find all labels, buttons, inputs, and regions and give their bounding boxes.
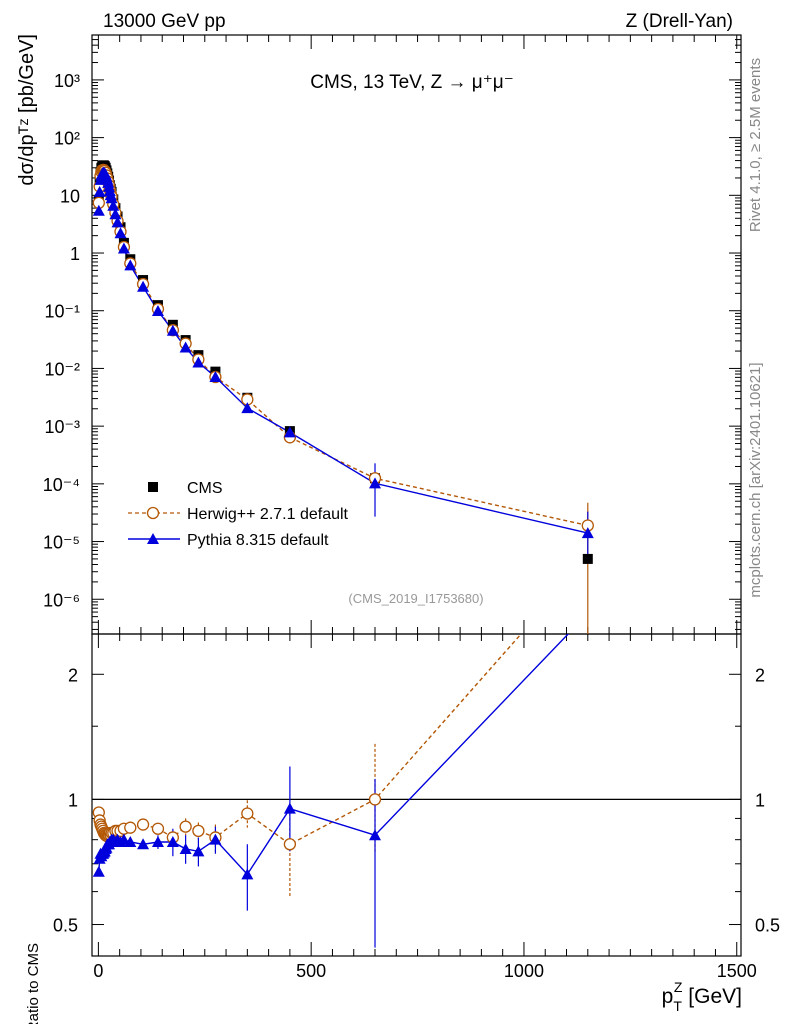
herwig-ratio-line (98, 634, 522, 846)
pythia-line (98, 172, 588, 534)
pythia-data-point (92, 204, 105, 216)
legend-marker-herwig (146, 506, 160, 520)
pythia-ratio-point (179, 842, 192, 854)
main-plot-title: CMS, 13 TeV, Z → μ⁺μ⁻ (310, 72, 514, 93)
pythia-data-point (109, 208, 122, 220)
pythia-ratio-point (283, 802, 296, 814)
pythia-data-point (179, 341, 192, 353)
herwig-ratio-point (368, 793, 382, 806)
y-tick-label: 10⁻² (44, 359, 80, 379)
pythia-ratio-point (137, 838, 150, 850)
herwig-ratio-point (283, 838, 297, 851)
main-axes: 10⁻⁶ 10⁻⁵ 10⁻⁴ 10⁻³ 10⁻² 10⁻¹ 1 10 10² 10³ (43, 34, 741, 634)
pythia-data-point (137, 280, 150, 292)
pythia-ratio-point (166, 835, 179, 847)
y-tick-label: 10⁻³ (44, 417, 80, 437)
legend-label-pythia: Pythia 8.315 default (187, 532, 329, 549)
y-tick-label: 10⁻⁵ (43, 533, 80, 553)
pythia-data-point (111, 216, 124, 228)
ratio-y-tick-label-right: 2 (755, 665, 765, 685)
pythia-data-point (581, 527, 594, 539)
pythia-ratio-point (241, 868, 254, 880)
legend-label-herwig: Herwig++ 2.7.1 default (187, 506, 349, 523)
pythia-data-point (283, 426, 296, 438)
ratio-data-layer (92, 634, 570, 948)
pythia-data-point (209, 371, 222, 383)
legend-marker-pythia (147, 533, 159, 544)
legend-label-cms: CMS (187, 480, 223, 497)
herwig-ratio-point (151, 822, 165, 835)
pythia-data-point (151, 304, 164, 316)
legend-marker-cms (148, 482, 158, 492)
mcplots-label: mcplots.cern.ch [arXiv:2401.10621] (747, 362, 764, 597)
legend: CMS Herwig++ 2.7.1 default Pythia 8.315 … (128, 480, 349, 549)
ratio-y-tick-label-right: 0.5 (755, 916, 780, 936)
ratio-y-tick-label: 1 (68, 790, 78, 810)
pythia-ratio-point (124, 835, 137, 847)
ratio-y-tick-label-right: 1 (755, 790, 765, 810)
ratio-y-tick-label: 2 (68, 665, 78, 685)
x-axis-label: pTZ [GeV] (662, 979, 742, 1014)
ratio-y-axis-label: Ratio to CMS (25, 943, 42, 1024)
pythia-ratio-point (151, 835, 164, 847)
pythia-ratio-point (192, 845, 205, 857)
herwig-line (98, 169, 588, 527)
pythia-data-point (117, 242, 130, 254)
y-tick-label: 10³ (54, 71, 80, 91)
pythia-data-point (192, 356, 205, 368)
y-axis-label: dσ/dpᵀᶻ [pb/GeV] (16, 34, 38, 186)
pythia-data-point (166, 324, 179, 336)
pythia-data-point (107, 199, 120, 211)
pythia-data-point (369, 477, 382, 489)
x-tick-label: 1000 (504, 961, 544, 981)
header-left-label: 13000 GeV pp (103, 11, 226, 32)
y-tick-label: 1 (70, 244, 80, 264)
ratio-panel-frame (91, 633, 742, 957)
ratio-y-tick-label: 0.5 (53, 916, 78, 936)
herwig-ratio-point (124, 821, 137, 834)
y-tick-label: 10⁻¹ (44, 302, 80, 322)
herwig-ratio-point (192, 824, 205, 838)
x-tick-label: 0 (93, 961, 103, 981)
pythia-ratio-point (369, 829, 382, 841)
herwig-ratio-point (241, 807, 254, 820)
y-tick-label: 10⁻⁶ (43, 590, 80, 610)
analysis-id-label: (CMS_2019_I1753680) (348, 591, 483, 606)
y-tick-label: 10² (54, 129, 80, 149)
pythia-data-point (114, 227, 127, 239)
pythia-data-point (124, 259, 137, 271)
pythia-ratio-point (209, 833, 222, 845)
ratio-axes: 0 500 1000 1500 0.5 0.5 1 1 2 2 (53, 634, 780, 981)
header-right-label: Z (Drell-Yan) (626, 11, 733, 32)
herwig-ratio-point (136, 818, 150, 831)
pythia-ratio-point (92, 865, 105, 877)
pythia-ratio-point (117, 833, 130, 845)
cms-data-point (582, 553, 593, 564)
x-tick-label: 500 (296, 961, 326, 981)
x-tick-label: 1500 (717, 961, 757, 981)
pythia-data-point (241, 402, 254, 414)
y-tick-label: 10⁻⁴ (43, 475, 80, 495)
main-data-layer (92, 160, 594, 634)
y-tick-label: 10 (60, 186, 80, 206)
pythia-data-point (105, 192, 118, 204)
herwig-ratio-point (179, 820, 192, 833)
rivet-version-label: Rivet 4.1.0, ≥ 2.5M events (747, 58, 764, 232)
pythia-data-point (93, 185, 106, 197)
